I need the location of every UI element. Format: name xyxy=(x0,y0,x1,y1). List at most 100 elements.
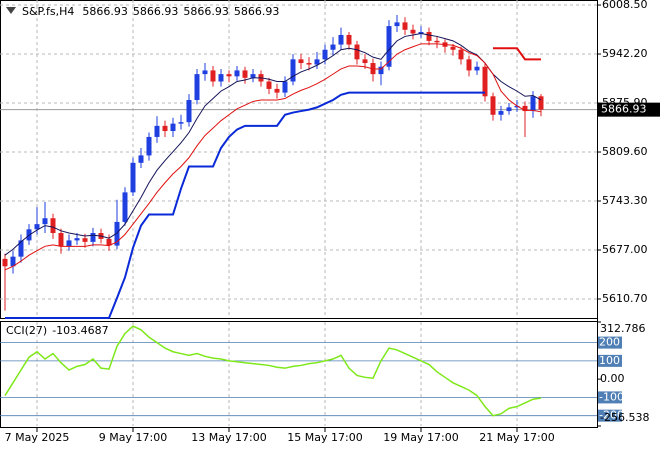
candle-body xyxy=(514,105,520,108)
x-tick-label: 9 May 17:00 xyxy=(99,431,167,444)
candle-body xyxy=(346,34,352,45)
header-value: 5866.93 xyxy=(82,5,128,18)
candle-body xyxy=(386,26,392,67)
candle-body xyxy=(410,29,416,34)
y-tick-label: 5942.20 xyxy=(602,47,648,60)
candle-body xyxy=(306,63,312,65)
candle-body xyxy=(234,70,240,77)
candle-body xyxy=(498,111,504,115)
cci-level-label: -100 xyxy=(599,390,624,403)
candle-body xyxy=(194,74,200,100)
candle-body xyxy=(154,125,160,137)
candle-body xyxy=(170,123,176,132)
candle-body xyxy=(122,192,128,222)
indicator-line xyxy=(4,43,542,271)
current-price-label: 5866.93 xyxy=(601,103,647,116)
cci-level-box xyxy=(598,391,622,404)
y-tick-label: 6008.50 xyxy=(602,0,648,11)
candle-body xyxy=(458,49,464,60)
cci-y-tick-label: -256.538 xyxy=(600,411,649,424)
cci-line xyxy=(4,325,542,417)
cci-level-box xyxy=(598,409,622,422)
x-tick-label: 21 May 17:00 xyxy=(479,431,554,444)
candle-body xyxy=(402,22,408,30)
candle-body xyxy=(490,96,496,115)
candle-body xyxy=(82,238,88,242)
candle-body xyxy=(330,44,336,50)
x-tick-label: 15 May 17:00 xyxy=(287,431,362,444)
cci-current: -103.4687 xyxy=(52,324,108,337)
header-icon xyxy=(6,7,16,14)
candle-body xyxy=(106,238,112,246)
candle-body xyxy=(266,81,272,89)
cci-y-tick-label: 312.786 xyxy=(600,322,646,335)
candle-body xyxy=(322,49,328,60)
candle-body xyxy=(314,59,320,65)
y-tick-label: 5610.70 xyxy=(602,292,648,305)
current-price-box xyxy=(598,102,660,117)
candle-body xyxy=(298,59,304,64)
candle-body xyxy=(354,44,360,60)
x-tick-label: 13 May 17:00 xyxy=(191,431,266,444)
header-value: 5866.93 xyxy=(133,5,179,18)
candle-body xyxy=(2,258,8,267)
candle-body xyxy=(242,70,248,78)
candle-body xyxy=(90,233,96,242)
candle-body xyxy=(202,70,208,75)
chart-header: S&P.fs,H4 5866.93 5866.93 5866.93 5866.93 xyxy=(22,5,279,18)
candle-body xyxy=(138,155,144,163)
candle-body xyxy=(10,256,16,267)
y-tick-label: 5743.30 xyxy=(602,194,648,207)
candle-body xyxy=(506,107,512,112)
candle-body xyxy=(450,46,456,50)
candle-body xyxy=(274,88,280,93)
candle-body xyxy=(42,218,48,225)
candle-body xyxy=(146,136,152,156)
candle-body xyxy=(114,221,120,246)
cci-level-label: -200 xyxy=(599,409,624,422)
candle-body xyxy=(66,240,72,247)
candle-body xyxy=(290,59,296,82)
candle-body xyxy=(338,34,344,45)
candle-body xyxy=(282,81,288,93)
candle-body xyxy=(74,238,80,241)
candle-body xyxy=(18,240,24,257)
candle-body xyxy=(538,96,544,110)
y-tick-label: 5677.00 xyxy=(602,243,648,256)
cci-title: CCI(27) xyxy=(6,324,47,337)
candle-body xyxy=(50,218,56,234)
candle-body xyxy=(186,99,192,123)
indicator-line xyxy=(5,91,485,319)
cci-y-tick-label: 0.00 xyxy=(600,372,625,385)
candle-body xyxy=(394,22,400,27)
candle-body xyxy=(466,59,472,71)
cci-level-label: 200 xyxy=(599,336,620,349)
indicator-line xyxy=(4,32,542,256)
candle-body xyxy=(530,96,536,112)
cci-level-box xyxy=(598,336,622,349)
candle-body xyxy=(178,122,184,124)
header-value: 5866.93 xyxy=(234,5,280,18)
x-tick-label: 19 May 17:00 xyxy=(383,431,458,444)
candle-body xyxy=(522,105,528,112)
candle-body xyxy=(250,74,256,78)
candle-body xyxy=(482,66,488,97)
candle-body xyxy=(58,233,64,247)
candle-body xyxy=(434,40,440,43)
y-tick-label: 5809.60 xyxy=(602,145,648,158)
candle-body xyxy=(130,162,136,193)
candle-body xyxy=(226,74,232,77)
candle-body xyxy=(210,70,216,82)
candle-body xyxy=(418,31,424,34)
candle-body xyxy=(34,224,40,230)
chart-title: S&P.fs,H4 xyxy=(22,5,74,18)
candle-body xyxy=(378,66,384,75)
cci-level-box xyxy=(598,354,622,367)
cci-level-label: 100 xyxy=(599,354,620,367)
candle-body xyxy=(162,125,168,132)
candle-body xyxy=(426,31,432,41)
candle-body xyxy=(362,59,368,64)
